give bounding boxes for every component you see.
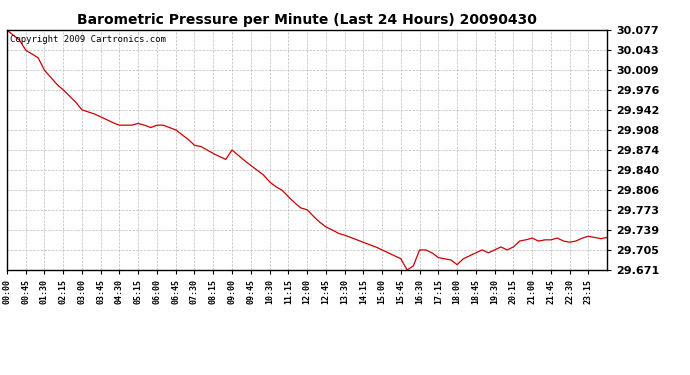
Title: Barometric Pressure per Minute (Last 24 Hours) 20090430: Barometric Pressure per Minute (Last 24 … xyxy=(77,13,537,27)
Text: Copyright 2009 Cartronics.com: Copyright 2009 Cartronics.com xyxy=(10,35,166,44)
